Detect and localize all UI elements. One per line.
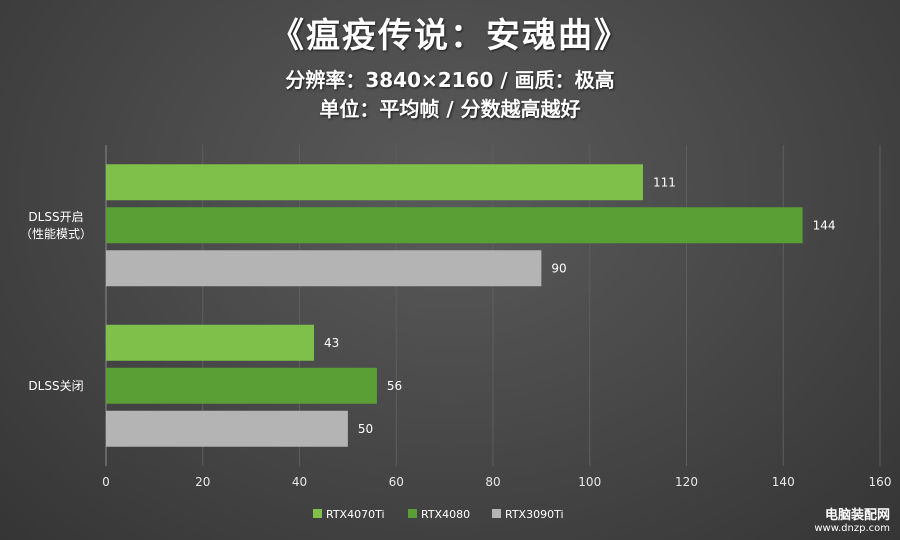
legend-label: RTX4080: [421, 508, 470, 521]
legend-swatch: [408, 509, 417, 518]
bar: [106, 207, 803, 244]
x-tick-label: 120: [675, 475, 698, 489]
bar: [106, 410, 348, 447]
legend-label: RTX3090Ti: [505, 508, 564, 521]
legend-label: RTX4070Ti: [326, 508, 385, 521]
x-tick-label: 0: [102, 475, 110, 489]
watermark: 电脑装配网 www.dnzp.com: [814, 504, 890, 534]
x-tick-label: 20: [195, 475, 210, 489]
x-tick-label: 160: [869, 475, 892, 489]
data-label: 144: [813, 218, 836, 232]
legend-swatch: [313, 509, 322, 518]
bar: [106, 250, 542, 287]
data-label: 90: [551, 261, 566, 275]
x-tick-label: 60: [389, 475, 404, 489]
bar: [106, 324, 315, 361]
watermark-site-name: 电脑装配网: [824, 508, 890, 523]
x-tick-label: 100: [578, 475, 601, 489]
category-label: DLSS关闭: [28, 379, 83, 393]
chart-subtitle-unit: 单位：平均帧 / 分数越高越好: [319, 97, 581, 121]
chart-title: 《瘟疫传说：安魂曲》: [270, 16, 630, 56]
category-label: （性能模式）: [20, 227, 92, 241]
chart-subtitle-resolution: 分辨率：3840×2160 / 画质：极高: [285, 68, 615, 92]
bar: [106, 164, 643, 201]
data-label: 56: [387, 379, 402, 393]
x-tick-label: 80: [485, 475, 500, 489]
data-label: 50: [358, 422, 373, 436]
category-label: DLSS开启: [28, 210, 83, 224]
legend-swatch: [492, 509, 501, 518]
watermark-url: www.dnzp.com: [814, 523, 890, 534]
bar: [106, 367, 377, 404]
x-tick-label: 140: [772, 475, 795, 489]
x-tick-label: 40: [292, 475, 307, 489]
data-label: 43: [324, 336, 339, 350]
data-label: 111: [653, 175, 676, 189]
